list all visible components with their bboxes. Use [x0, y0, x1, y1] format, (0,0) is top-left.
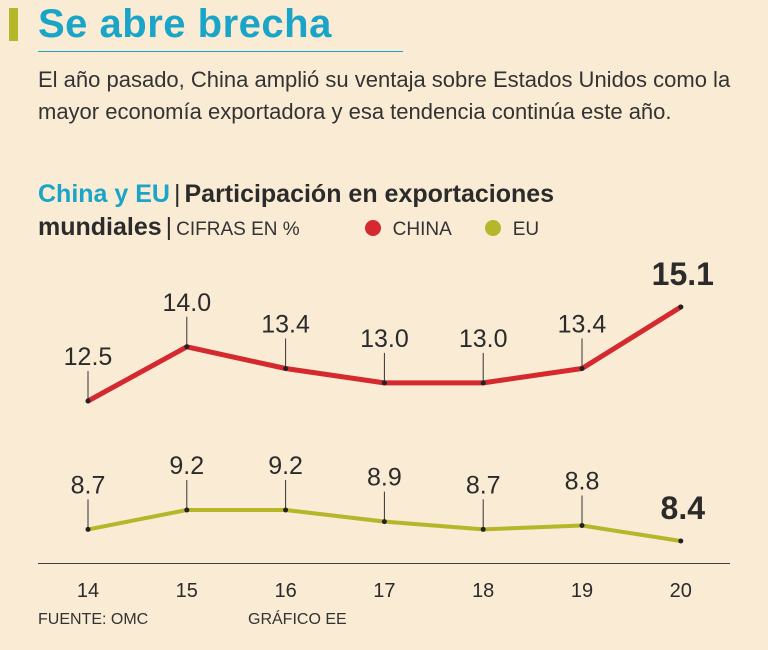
data-point-china-19	[579, 365, 585, 371]
data-label-china-20: 15.1	[652, 256, 714, 292]
data-point-china-20	[678, 304, 684, 310]
data-label-china-18: 13.0	[459, 325, 508, 353]
page-subtitle: El año pasado, China amplió su ventaja s…	[38, 67, 731, 124]
data-label-eu-15: 9.2	[169, 452, 204, 480]
footer-source: FUENTE: OMC	[38, 611, 149, 628]
data-label-china-19: 13.4	[558, 310, 607, 338]
x-tick-label-18: 18	[472, 580, 494, 602]
chart-header: China y EU | Participación en exportacione…	[38, 178, 758, 246]
chart-separator-2: |	[165, 213, 173, 241]
series-china: 12.5 14.0 13.4 13.0 13.0 13.4 15.1	[64, 256, 714, 404]
chart-header-line1: China y EU | Participación en exportacione…	[38, 178, 758, 211]
data-point-eu-20	[678, 538, 684, 544]
data-point-eu-19	[579, 523, 585, 528]
data-point-china-15	[184, 344, 190, 350]
legend-item-eu: EU	[484, 213, 540, 246]
data-label-eu-19: 8.8	[565, 468, 600, 496]
data-point-eu-14	[85, 526, 91, 532]
data-point-eu-15	[184, 507, 190, 513]
footer-credit: GRÁFICO EE	[248, 611, 347, 628]
data-point-eu-18	[480, 526, 486, 532]
x-tick-label-15: 15	[176, 580, 198, 602]
legend-item-china: CHINA	[364, 213, 452, 246]
data-label-eu-18: 8.7	[466, 471, 501, 499]
data-label-eu-16: 9.2	[268, 452, 303, 480]
data-label-eu-20: 8.4	[661, 490, 706, 526]
chart-units: CIFRAS EN %	[176, 219, 300, 240]
title-accent-bar	[9, 8, 18, 41]
x-tick-label-14: 14	[77, 580, 99, 602]
chart-topic-line2: mundiales	[38, 213, 162, 241]
title-underline	[38, 51, 403, 52]
series-layer: 12.5 14.0 13.4 13.0 13.0 13.4 15.1 8.7 9.2 9.2 8.9…	[64, 256, 714, 544]
legend-dot-eu-icon	[484, 220, 501, 236]
data-point-china-16	[283, 365, 289, 371]
data-point-eu-16	[283, 507, 289, 513]
series-eu: 8.7 9.2 9.2 8.9 8.7 8.8 8.4	[71, 452, 706, 544]
chart-lead: China y EU	[38, 180, 170, 208]
x-tick-labels: 14 15 16 17 18 19 20	[77, 580, 692, 602]
chart-separator: |	[173, 180, 181, 208]
chart-header-line2: mundiales | CIFRAS EN % CHINA EU	[38, 211, 758, 246]
x-tick-label-16: 16	[274, 580, 296, 602]
data-label-eu-14: 8.7	[71, 471, 106, 499]
page-title: Se abre brecha	[38, 2, 332, 46]
data-point-china-14	[85, 398, 91, 404]
chart-topic-line1: Participación en exportaciones	[184, 180, 555, 208]
x-tick-label-20: 20	[670, 580, 692, 602]
x-tick-label-17: 17	[373, 580, 395, 602]
legend-label-china: CHINA	[392, 219, 452, 240]
data-label-china-17: 13.0	[360, 325, 409, 353]
data-point-china-17	[381, 380, 387, 386]
x-tick-label-19: 19	[571, 580, 593, 602]
data-label-china-14: 12.5	[64, 343, 113, 371]
data-point-eu-17	[381, 519, 387, 525]
data-label-china-16: 13.4	[261, 310, 310, 338]
legend-label-eu: EU	[512, 219, 540, 240]
data-label-eu-17: 8.9	[367, 464, 402, 492]
legend-dot-china-icon	[364, 220, 381, 236]
data-label-china-15: 14.0	[162, 289, 211, 317]
data-point-china-18	[480, 380, 486, 386]
